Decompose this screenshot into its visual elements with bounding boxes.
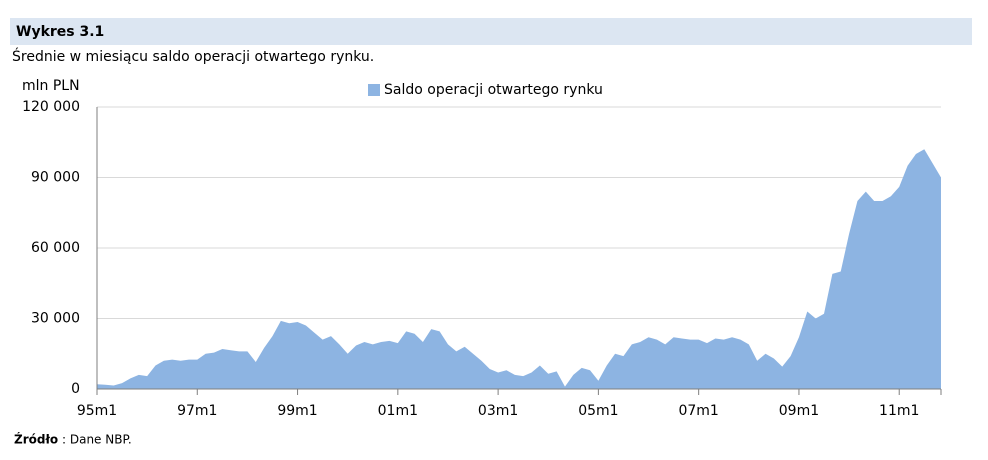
legend-label: Saldo operacji otwartego rynku xyxy=(384,82,603,98)
x-tick-label: 95m1 xyxy=(77,403,117,419)
source-text: : Dane NBP. xyxy=(62,433,132,447)
legend-swatch xyxy=(368,84,380,96)
chart-title: Wykres 3.1 xyxy=(16,24,104,40)
chart-subtitle: Średnie w miesiącu saldo operacji otwart… xyxy=(12,47,374,65)
x-tick-label: 03m1 xyxy=(478,403,518,419)
y-tick-label: 120 000 xyxy=(22,99,80,115)
y-tick-label: 60 000 xyxy=(31,240,80,256)
x-tick-label: 11m1 xyxy=(879,403,919,419)
title-band xyxy=(10,18,972,45)
y-tick-label: 90 000 xyxy=(31,170,80,186)
area xyxy=(97,149,941,389)
source-label: Źródło xyxy=(14,432,58,447)
y-tick-label: 0 xyxy=(71,381,80,397)
x-tick-label: 99m1 xyxy=(277,403,317,419)
y-tick-label: 30 000 xyxy=(31,311,80,327)
x-tick-label: 09m1 xyxy=(779,403,819,419)
x-tick-label: 97m1 xyxy=(177,403,217,419)
x-tick-label: 01m1 xyxy=(378,403,418,419)
x-tick-label: 05m1 xyxy=(578,403,618,419)
y-axis-label: mln PLN xyxy=(22,78,80,94)
x-tick-label: 07m1 xyxy=(678,403,718,419)
